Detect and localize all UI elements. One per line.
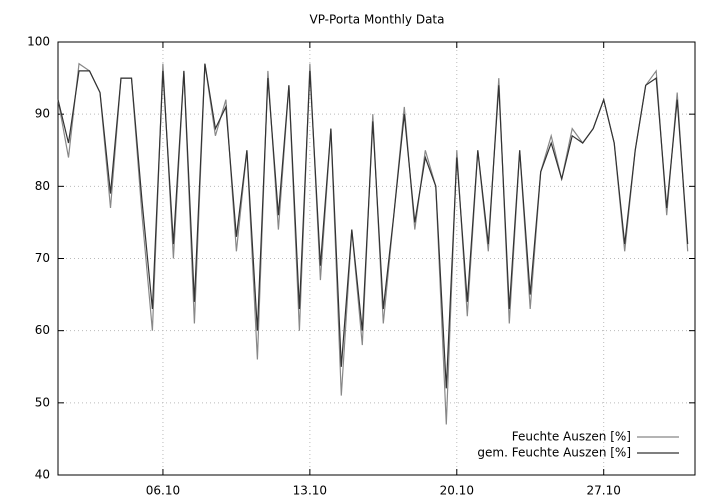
y-tick-label: 40 xyxy=(35,468,50,482)
y-tick-label: 90 xyxy=(35,107,50,121)
y-tick-label: 60 xyxy=(35,323,50,337)
legend-label: gem. Feuchte Auszen [%] xyxy=(477,446,631,460)
chart-title: VP-Porta Monthly Data xyxy=(310,13,445,27)
x-tick-label: 27.10 xyxy=(587,484,621,498)
plot-frame xyxy=(57,41,696,476)
x-tick-label: 13.10 xyxy=(293,484,327,498)
y-tick-label: 50 xyxy=(35,395,50,409)
x-tick-label: 06.10 xyxy=(146,484,180,498)
x-tick-label: 20.10 xyxy=(440,484,474,498)
series-line xyxy=(57,63,689,389)
y-tick-label: 80 xyxy=(35,179,50,193)
y-tick-label: 100 xyxy=(27,35,50,49)
y-tick-label: 70 xyxy=(35,251,50,265)
legend-label: Feuchte Auszen [%] xyxy=(512,430,631,444)
